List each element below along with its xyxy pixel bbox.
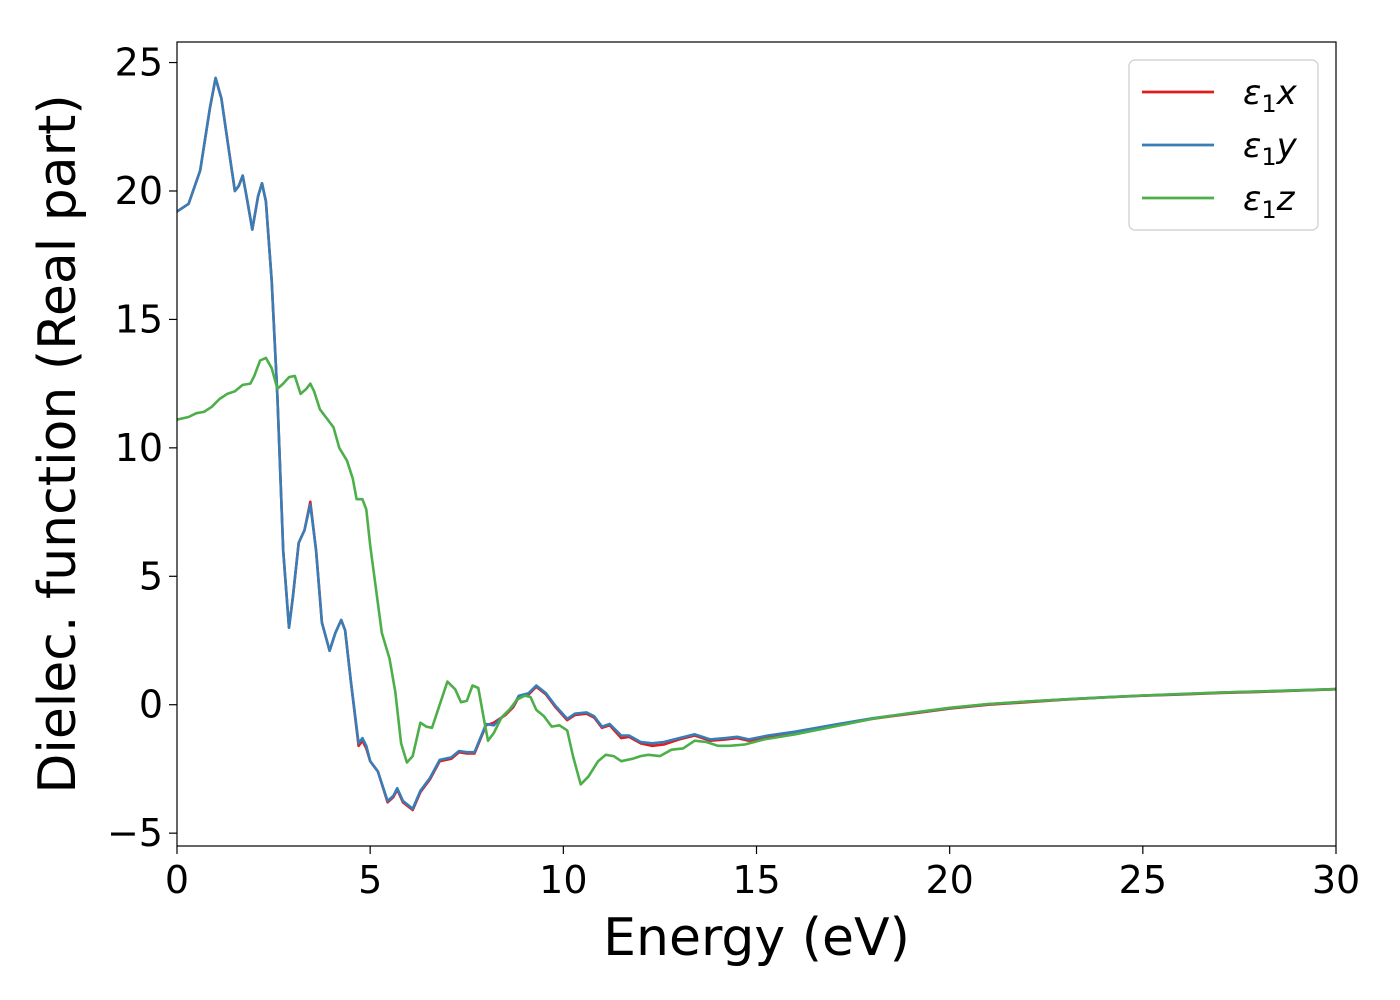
y-tick-label: 5 [139, 554, 163, 598]
series-line-z [177, 356, 1336, 786]
y-tick-label: 10 [115, 426, 163, 470]
y-tick-label: −5 [107, 811, 163, 855]
y-tick-label: 25 [115, 41, 163, 85]
x-tick-label: 5 [358, 858, 382, 902]
y-tick-label: 0 [139, 683, 163, 727]
legend-label-z: ε1z [1243, 179, 1296, 224]
x-tick-label: 15 [732, 858, 780, 902]
legend-label-x: ε1x [1243, 73, 1298, 118]
x-tick-label: 0 [165, 858, 189, 902]
legend-label-y: ε1y [1243, 126, 1298, 171]
y-tick-label: 15 [115, 297, 163, 341]
x-tick-label: 20 [925, 858, 973, 902]
x-tick-label: 30 [1312, 858, 1360, 902]
x-axis-title: Energy (eV) [603, 908, 910, 968]
x-tick-label: 25 [1119, 858, 1167, 902]
series-layer [177, 76, 1336, 812]
series-line-y [177, 76, 1336, 811]
legend-box [1128, 59, 1319, 231]
x-tick-label: 10 [539, 858, 587, 902]
y-axis-title: Dielec. function (Real part) [28, 94, 88, 793]
legend: ε1x ε1y ε1z [1128, 59, 1319, 231]
y-tick-label: 20 [115, 169, 163, 213]
